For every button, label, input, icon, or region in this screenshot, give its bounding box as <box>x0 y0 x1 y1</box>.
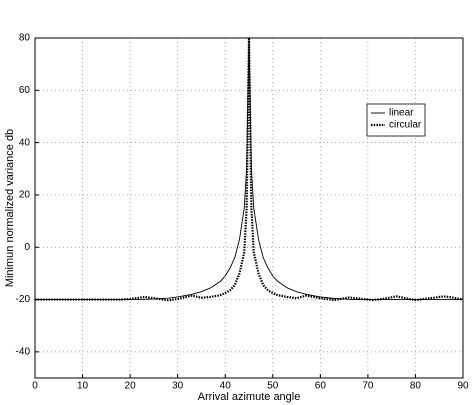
plot-frame <box>34 37 464 379</box>
y-axis-label: Minimun normalized variance db <box>4 129 16 287</box>
y-tick-label: 0 <box>24 242 30 253</box>
x-tick-label: 0 <box>32 381 38 392</box>
y-tick-label: 80 <box>19 33 31 44</box>
legend-label: circular <box>389 120 422 131</box>
x-tick-label: 70 <box>362 381 374 392</box>
y-tick-label: 40 <box>19 137 31 148</box>
y-tick-label: -40 <box>16 346 31 357</box>
x-axis-label: Arrival azimute angle <box>198 391 301 403</box>
y-tick-label: -20 <box>16 294 31 305</box>
x-tick-label: 10 <box>77 381 89 392</box>
x-tick-label: 40 <box>220 381 232 392</box>
x-tick-label: 30 <box>172 381 184 392</box>
x-tick-label: 90 <box>457 381 469 392</box>
legend-box <box>366 103 426 137</box>
x-tick-label: 50 <box>267 381 279 392</box>
x-tick-label: 20 <box>125 381 137 392</box>
series-line <box>35 38 463 302</box>
x-tick-label: 80 <box>410 381 422 392</box>
legend-label: linear <box>389 108 414 119</box>
x-tick-label: 60 <box>315 381 327 392</box>
y-tick-label: 60 <box>19 85 31 96</box>
y-tick-label: 20 <box>19 190 31 201</box>
